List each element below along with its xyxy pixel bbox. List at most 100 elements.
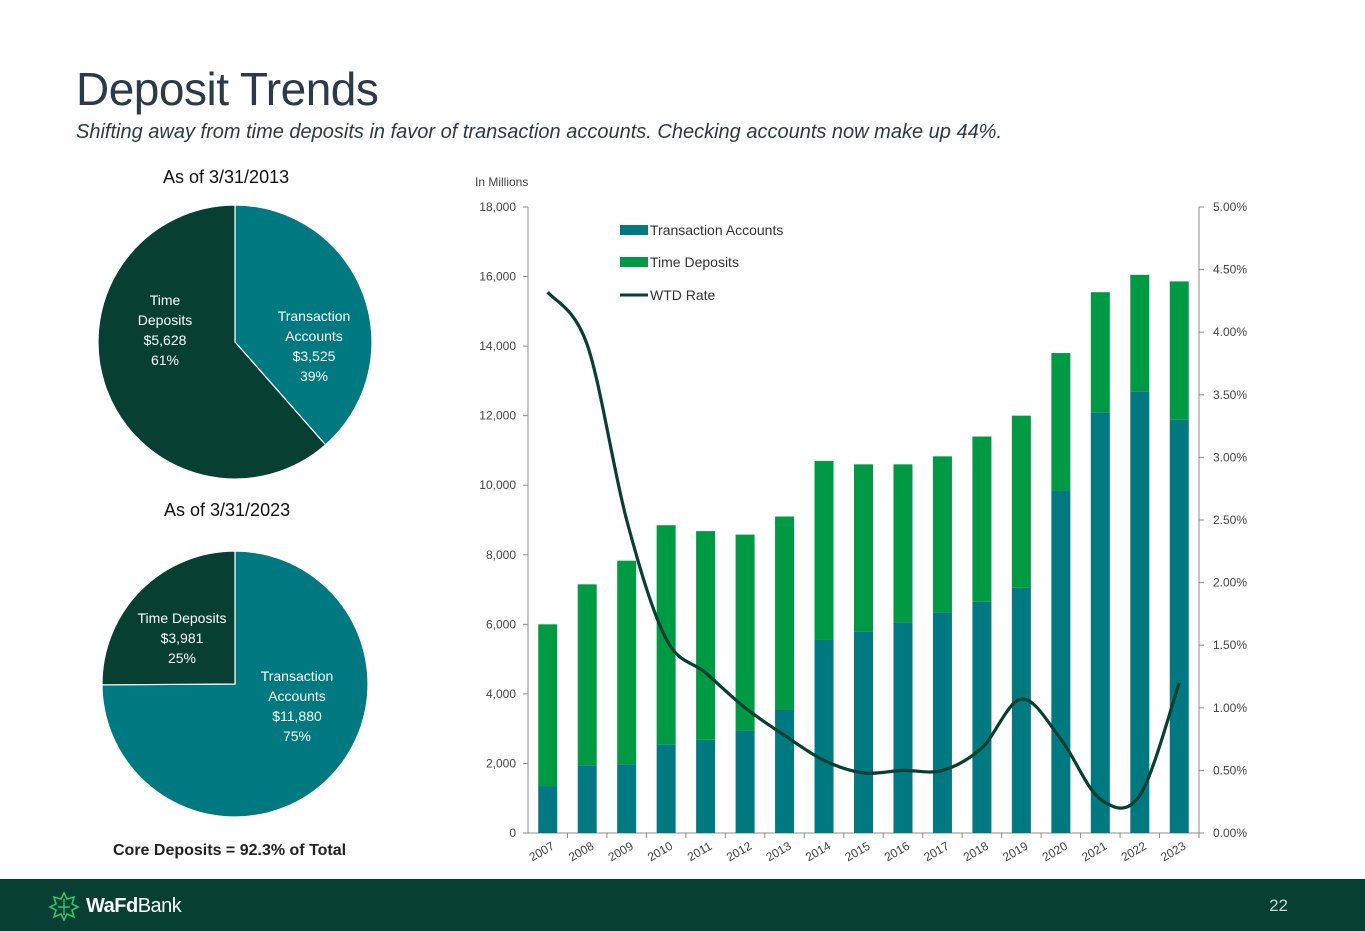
bar-transaction-2007	[538, 786, 558, 833]
y-tick-label-0: 0	[509, 826, 516, 840]
bar-time-deposits-2010	[656, 525, 676, 745]
bar-transaction-2017	[932, 612, 952, 833]
x-tick-label-2013: 2013	[763, 839, 793, 865]
x-tick-label-2021: 2021	[1079, 839, 1109, 865]
pie-2023-slice-0-label-1: Accounts	[268, 688, 326, 704]
bar-transaction-2021	[1090, 412, 1110, 833]
y-tick-label-5: 10,000	[479, 478, 516, 492]
x-tick-label-2008: 2008	[566, 839, 596, 865]
y-tick-label-6: 12,000	[479, 409, 516, 423]
y-axis-unit-label: In Millions	[475, 175, 528, 189]
y-tick-label-8: 16,000	[479, 270, 516, 284]
bar-transaction-2022	[1130, 391, 1150, 833]
y-tick-label-4: 8,000	[486, 548, 516, 562]
y2-tick-label-9: 4.50%	[1213, 263, 1247, 277]
bar-time-deposits-2017	[932, 456, 952, 613]
bar-time-deposits-2014	[814, 460, 834, 640]
bar-time-deposits-2019	[1011, 415, 1031, 588]
x-tick-label-2020: 2020	[1040, 839, 1070, 865]
pie-2013-slice-1	[97, 204, 327, 480]
legend-swatch-time-deposits	[620, 257, 648, 267]
x-tick-label-2017: 2017	[921, 839, 951, 865]
bar-transaction-2012	[735, 730, 755, 833]
y2-tick-label-10: 5.00%	[1213, 200, 1247, 214]
pie-2013-slice-0-label-3: 39%	[300, 368, 328, 384]
legend-swatch-transaction	[620, 225, 648, 235]
core-deposits-note: Core Deposits = 92.3% of Total	[113, 842, 347, 859]
page-title: Deposit Trends	[76, 63, 379, 115]
bar-transaction-2011	[696, 739, 716, 833]
pie-2013-slice-0-label-2: $3,525	[293, 348, 336, 364]
y-tick-label-2: 4,000	[486, 687, 516, 701]
bar-time-deposits-2021	[1090, 292, 1110, 413]
bar-transaction-2013	[775, 709, 795, 833]
pie-2023-slice-0-label-0: Transaction	[261, 668, 334, 684]
pie-2013-slice-0-label-0: Transaction	[278, 308, 351, 324]
bar-transaction-2016	[893, 622, 913, 833]
pie-2023-slice-0-label-2: $11,880	[272, 708, 322, 724]
x-tick-label-2022: 2022	[1119, 839, 1149, 865]
x-tick-label-2015: 2015	[842, 839, 872, 865]
x-tick-label-2010: 2010	[645, 839, 675, 865]
bar-time-deposits-2023	[1169, 281, 1189, 420]
bar-time-deposits-2022	[1130, 274, 1150, 392]
deposit-bar-chart: In Millions 0 2,000 4,000 6,000 8,000 10,000 12…	[475, 175, 1247, 865]
bar-time-deposits-2018	[972, 436, 992, 602]
pie-2013-slice-0	[234, 204, 373, 446]
x-tick-label-2012: 2012	[724, 839, 754, 865]
wtd-rate-line	[546, 291, 1181, 810]
pie-2023-title: As of 3/31/2023	[164, 500, 291, 520]
x-tick-label-2019: 2019	[1000, 839, 1030, 865]
wafd-logo: WaFdBank	[48, 891, 182, 921]
bar-time-deposits-2013	[775, 516, 795, 710]
bar-transaction-2018	[972, 601, 992, 833]
bar-transaction-2014	[814, 639, 834, 833]
bar-time-deposits-2007	[538, 624, 558, 787]
y2-tick-label-4: 2.00%	[1213, 576, 1247, 590]
legend-label-1: Time Deposits	[650, 254, 739, 270]
bar-time-deposits-2009	[617, 560, 637, 765]
bar-transaction-2009	[617, 764, 637, 833]
y-tick-label-9: 18,000	[479, 200, 516, 214]
y2-tick-label-2: 1.00%	[1213, 701, 1247, 715]
pie-2013-slice-1-label-0: Time	[150, 292, 181, 308]
y2-tick-label-7: 3.50%	[1213, 388, 1247, 402]
y-tick-label-7: 14,000	[479, 339, 516, 353]
bar-time-deposits-2016	[893, 464, 913, 623]
y2-tick-label-3: 1.50%	[1213, 638, 1247, 652]
bar-time-deposits-2008	[577, 584, 597, 766]
bar-transaction-2020	[1051, 490, 1071, 833]
bar-time-deposits-2011	[696, 531, 716, 740]
y2-tick-label-8: 4.00%	[1213, 325, 1247, 339]
pie-2013-slice-1-label-2: $5,628	[144, 332, 187, 348]
y-tick-label-3: 6,000	[486, 617, 516, 631]
bar-transaction-2023	[1169, 419, 1189, 833]
pie-2023-slice-0-label-3: 75%	[283, 728, 311, 744]
bar-time-deposits-2012	[735, 534, 755, 731]
y2-tick-label-5: 2.50%	[1213, 513, 1247, 527]
y2-tick-label-0: 0.00%	[1213, 826, 1247, 840]
pie-2013-slice-0-label-1: Accounts	[285, 328, 343, 344]
y-tick-label-1: 2,000	[486, 756, 516, 770]
pie-2023-slice-1-label-2: 25%	[168, 650, 196, 666]
x-tick-label-2014: 2014	[803, 839, 833, 865]
pie-2023-slice-1-label-0: Time Deposits	[138, 610, 227, 626]
pie-chart-2013: Transaction Accounts $3,525 39% Time Deposits…	[97, 204, 373, 480]
wafd-leaf-icon	[48, 891, 80, 921]
pie-chart-2023: Transaction Accounts $11,880 75% Time Deposi…	[101, 550, 369, 818]
bar-transaction-2008	[577, 765, 597, 833]
pie-2013-slice-1-label-1: Deposits	[138, 312, 192, 328]
pie-2013-title: As of 3/31/2013	[163, 167, 290, 187]
pie-2023-slice-1-label-1: $3,981	[161, 630, 204, 646]
bar-transaction-2015	[854, 631, 873, 833]
x-tick-label-2009: 2009	[606, 839, 636, 865]
y2-tick-label-1: 0.50%	[1213, 763, 1247, 777]
x-tick-label-2016: 2016	[882, 839, 912, 865]
bar-transaction-2010	[656, 744, 676, 833]
x-tick-label-2011: 2011	[685, 839, 715, 864]
pie-2023-slice-1	[101, 550, 236, 686]
bar-time-deposits-2020	[1051, 353, 1071, 491]
footer-bar: WaFdBank 22	[0, 879, 1365, 931]
x-tick-label-2018: 2018	[961, 839, 991, 865]
y2-tick-label-6: 3.00%	[1213, 450, 1247, 464]
